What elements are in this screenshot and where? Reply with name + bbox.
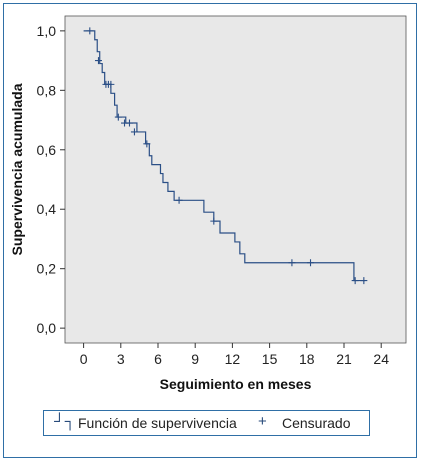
- y-tick-label: 0,6: [37, 142, 57, 158]
- censored-mark: [307, 259, 315, 267]
- censored-mark: [130, 128, 138, 136]
- censored-plus-icon: +: [258, 413, 267, 430]
- legend-label-censored: Censurado: [282, 415, 351, 431]
- figure-frame: [3, 3, 417, 458]
- x-tick-label: 0: [80, 351, 88, 367]
- x-tick-label: 12: [225, 351, 241, 367]
- censored-mark: [114, 113, 122, 121]
- x-axis: 0 3 6 9 12 15 18 21 24: [80, 343, 389, 367]
- x-axis-label: Seguimiento en meses: [160, 376, 312, 392]
- censored-mark: [125, 119, 133, 127]
- censored-marks: [86, 27, 368, 285]
- censored-mark: [288, 259, 296, 267]
- survival-step-icon: ┘┐: [54, 413, 76, 430]
- x-tick-label: 9: [191, 351, 199, 367]
- censored-mark: [107, 80, 115, 88]
- y-tick-label: 1,0: [37, 23, 57, 39]
- censored-mark: [86, 27, 94, 35]
- y-tick-label: 0,8: [37, 82, 57, 98]
- plot-area: [64, 15, 407, 344]
- x-tick-label: 6: [154, 351, 162, 367]
- censored-mark: [175, 196, 183, 204]
- x-tick-label: 3: [117, 351, 125, 367]
- y-axis: 0,0 0,2 0,4 0,6 0,8 1,0: [37, 23, 65, 336]
- censored-mark: [351, 277, 359, 285]
- survival-function-line: [83, 30, 366, 282]
- censored-mark: [143, 140, 151, 148]
- censored-mark: [94, 57, 102, 65]
- x-tick-label: 21: [336, 351, 352, 367]
- x-tick-label: 15: [262, 351, 278, 367]
- y-tick-label: 0,2: [37, 261, 57, 277]
- y-tick-label: 0,0: [37, 320, 57, 336]
- censored-mark: [210, 217, 218, 225]
- y-tick-label: 0,4: [37, 201, 57, 217]
- x-tick-label: 24: [373, 351, 389, 367]
- y-axis-label: Supervivencia acumulada: [9, 83, 25, 255]
- legend: ┘┐ Función de supervivencia + Censurado: [43, 410, 370, 436]
- x-tick-label: 18: [299, 351, 315, 367]
- legend-label-survival: Función de supervivencia: [78, 415, 237, 431]
- censored-mark: [360, 277, 368, 285]
